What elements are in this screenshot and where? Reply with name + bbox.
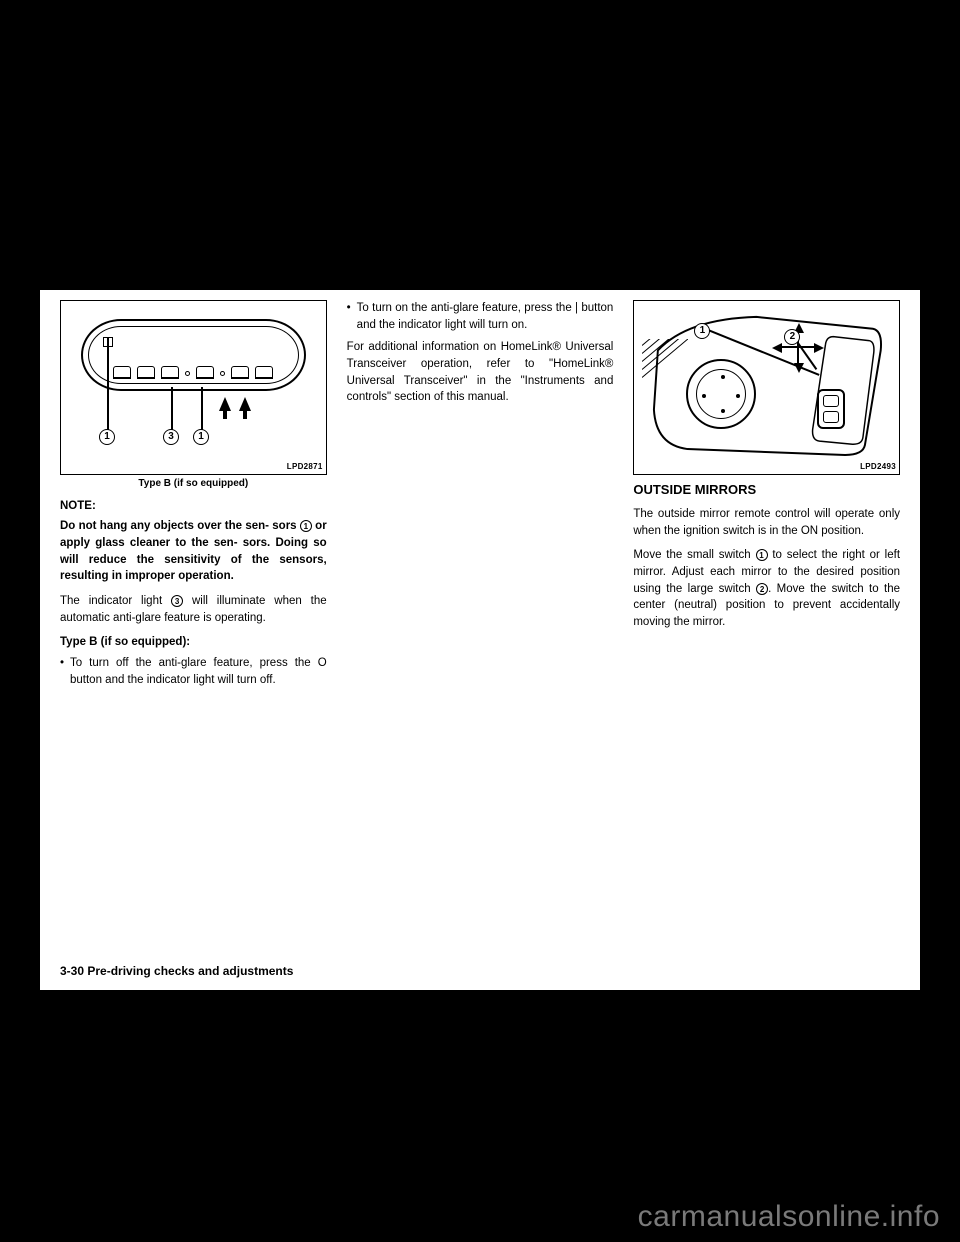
arrow-stem xyxy=(243,409,247,419)
arrow-stem xyxy=(223,409,227,419)
note-heading: NOTE: xyxy=(60,498,327,515)
knob-inner xyxy=(696,369,746,419)
figure-code: LPD2871 xyxy=(287,461,323,473)
knob-dot xyxy=(736,394,740,398)
homelink-paragraph: For additional information on HomeLink® … xyxy=(347,339,614,406)
bullet-item: To turn on the anti-glare feature, press… xyxy=(347,300,614,333)
note-text: sors xyxy=(272,520,296,532)
type-b-subhead: Type B (if so equipped): xyxy=(60,634,327,651)
hatching-icon xyxy=(642,339,688,389)
figure-mirror-type-b: 1 3 1 LPD2871 xyxy=(60,300,327,475)
callout-3: 3 xyxy=(163,429,179,445)
note-body: Do not hang any objects over the sen- so… xyxy=(60,518,327,585)
indicator-paragraph: The indicator light 3 will illuminate wh… xyxy=(60,593,327,626)
mirror-button-row xyxy=(113,366,273,379)
manual-page: 1 3 1 LPD2871 Type B (if so equipped) NO… xyxy=(40,290,920,990)
leader-line xyxy=(201,387,203,431)
outside-mirror-p1: The outside mirror remote control will o… xyxy=(633,506,900,539)
knob-dot xyxy=(702,394,706,398)
small-switch xyxy=(817,389,845,429)
mirror-outline xyxy=(81,319,306,391)
circled-1-icon: 1 xyxy=(756,549,768,561)
mirror-button xyxy=(231,366,249,379)
mirror-dot xyxy=(220,371,225,376)
note-text: Do not hang any objects over the sen- xyxy=(60,520,269,532)
watermark: carmanualsonline.info xyxy=(638,1200,940,1234)
bullet-list: To turn off the anti-glare feature, pres… xyxy=(60,655,327,688)
figure-caption: Type B (if so equipped) xyxy=(60,477,327,492)
figure-code: LPD2493 xyxy=(860,461,896,473)
circled-2-icon: 2 xyxy=(756,583,768,595)
large-switch-knob xyxy=(686,359,756,429)
leader-line xyxy=(171,387,173,431)
section-heading: OUTSIDE MIRRORS xyxy=(633,481,900,500)
switch-panel: 1 2 xyxy=(648,311,885,462)
bullet-item: To turn off the anti-glare feature, pres… xyxy=(60,655,327,688)
column-right: 1 2 LPD2493 OUTSIDE MIRRORS The outside … xyxy=(633,300,900,970)
text: The indicator light xyxy=(60,595,162,607)
column-middle: To turn on the anti-glare feature, press… xyxy=(347,300,614,970)
circled-1-icon: 1 xyxy=(300,520,312,532)
mirror-button xyxy=(161,366,179,379)
knob-dot xyxy=(721,409,725,413)
page-footer: 3-30 Pre-driving checks and adjustments xyxy=(60,964,293,978)
mirror-button xyxy=(255,366,273,379)
mirror-button xyxy=(137,366,155,379)
text: Move the small switch xyxy=(633,549,750,561)
figure-outside-mirror-switch: 1 2 LPD2493 xyxy=(633,300,900,475)
bullet-list: To turn on the anti-glare feature, press… xyxy=(347,300,614,333)
column-left: 1 3 1 LPD2871 Type B (if so equipped) NO… xyxy=(60,300,327,970)
callout-1b: 1 xyxy=(193,429,209,445)
mirror-button xyxy=(196,366,214,379)
outside-mirror-p2: Move the small switch 1 to select the ri… xyxy=(633,547,900,630)
mirror-dot xyxy=(185,371,190,376)
callout-1: 1 xyxy=(99,429,115,445)
mirror-inner xyxy=(88,326,299,384)
knob-dot xyxy=(721,375,725,379)
circled-3-icon: 3 xyxy=(171,595,183,607)
mirror-button xyxy=(113,366,131,379)
leader-line xyxy=(107,337,109,431)
